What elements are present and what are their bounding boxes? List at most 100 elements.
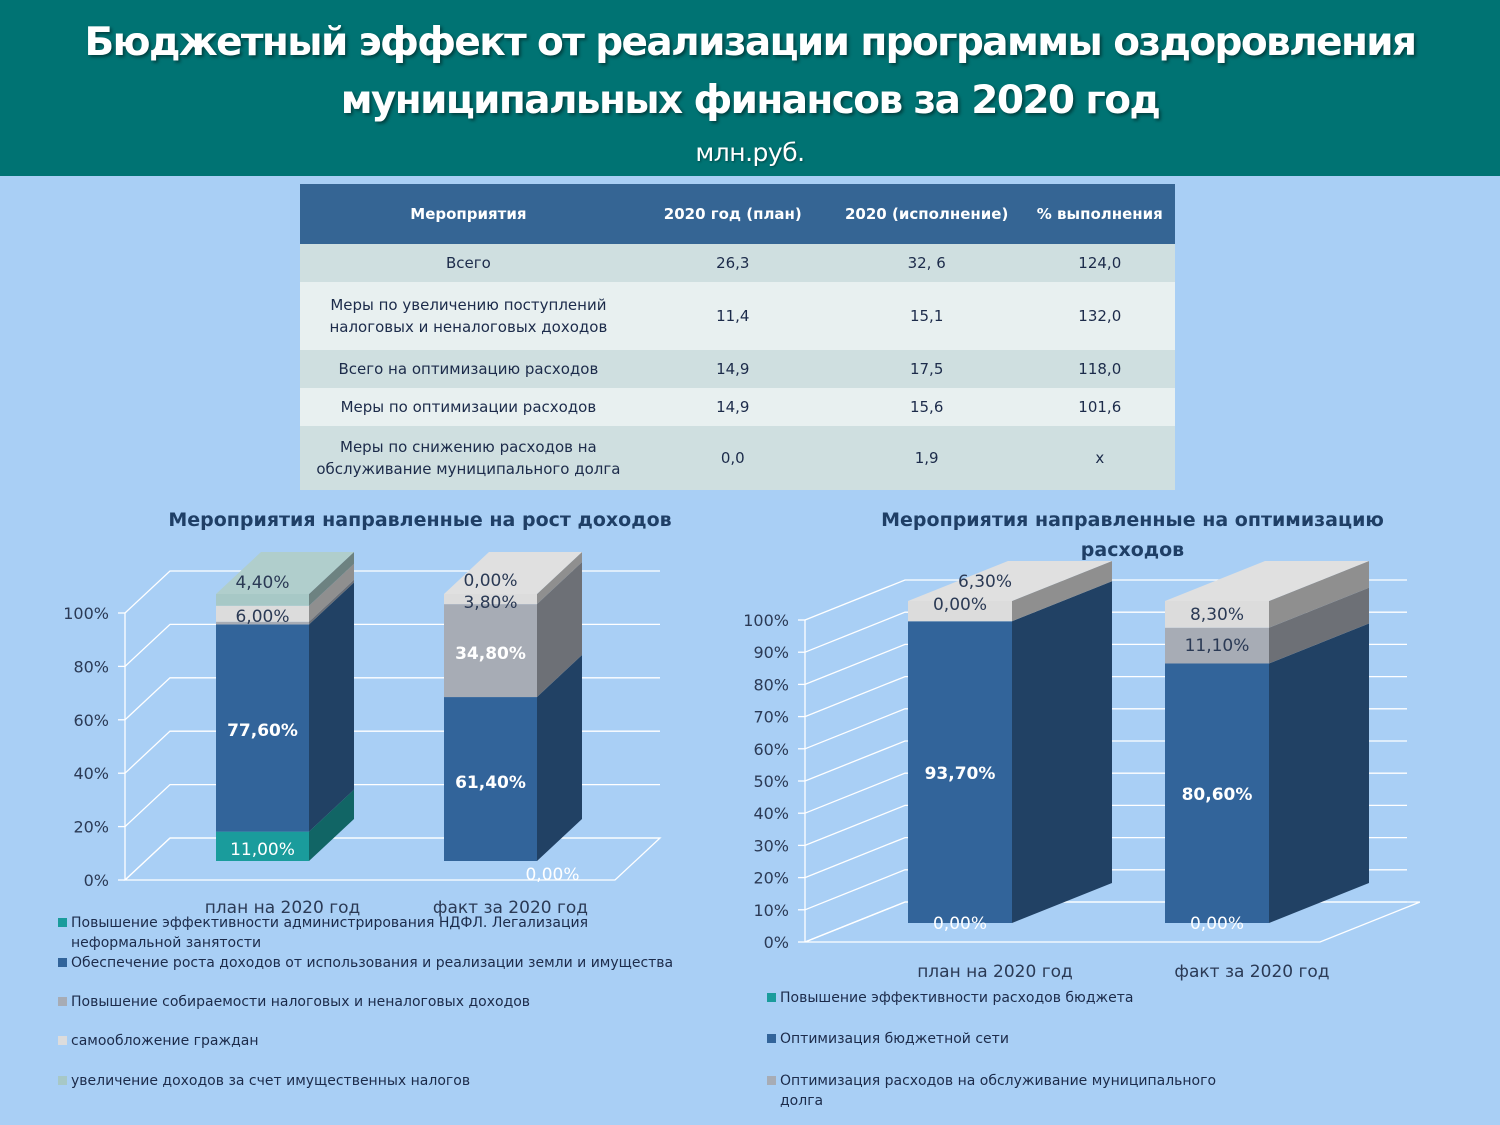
legend-label: самообложение граждан [71, 1033, 259, 1049]
bar-segment-front [216, 594, 309, 606]
data-label: 0,00% [1190, 914, 1244, 934]
legend-item: Повышение эффективности расходов бюджета [767, 988, 1237, 1008]
bar-segment-front [444, 697, 537, 861]
x-category-label: план на 2020 год [917, 962, 1073, 982]
y-tick-label: 30% [753, 836, 789, 855]
chart-title-revenue: Мероприятия направленные на рост доходов [168, 509, 672, 531]
y-tick-label: 0% [764, 933, 789, 952]
table-row: Меры по оптимизации расходов 14,9 15,6 1… [300, 388, 1175, 426]
bar-top [444, 552, 582, 594]
y-tick-label: 40% [73, 764, 109, 783]
bar-segment-side [1012, 581, 1112, 923]
col-header-measures: Мероприятия [300, 184, 637, 244]
chart-floor [804, 901, 1420, 943]
bar-segment-front [216, 624, 309, 832]
y-tick-label: 10% [753, 901, 789, 920]
chart-floor [123, 837, 662, 881]
data-label: 6,00% [235, 607, 289, 627]
data-label: 0,00% [933, 914, 987, 934]
expenses-chart: 0% 10% 20% 30% 40% 50% 60% 70% 80% 90% 100% 0,00% 93… [743, 561, 1420, 982]
bar-segment-side [309, 789, 354, 861]
table-cell: Всего на оптимизацию расходов [300, 350, 637, 388]
bar-segment-side [309, 563, 354, 622]
table-cell: 14,9 [636, 388, 829, 426]
bar-segment-front [444, 594, 537, 605]
y-tick-label: 100% [63, 604, 109, 623]
data-label: 3,80% [463, 593, 517, 613]
legend-swatch [58, 918, 67, 927]
table-row: Меры по увеличению поступлений налоговых… [300, 282, 1175, 350]
y-tick-label: 80% [73, 657, 109, 676]
legend-item: самообложение граждан [58, 1031, 618, 1051]
table-cell: 118,0 [1024, 350, 1175, 388]
legend-item: Оптимизация бюджетной сети [767, 1029, 1237, 1049]
legend-swatch [767, 1034, 776, 1043]
legend-item: Оптимизация расходов на обслуживание мун… [767, 1071, 1237, 1111]
legend-label: Повышение эффективности расходов бюджета [780, 990, 1134, 1006]
legend-swatch [767, 1076, 776, 1085]
legend-swatch [58, 997, 67, 1006]
table-cell: 132,0 [1024, 282, 1175, 350]
data-label: 93,70% [925, 764, 996, 784]
bar-segment-front [216, 605, 309, 622]
units-label: млн.руб. [695, 138, 805, 167]
data-label: 34,80% [455, 644, 526, 664]
bar-segment-side [1269, 623, 1369, 923]
table-cell: 1,9 [828, 426, 1025, 490]
table-cell: Всего [300, 244, 637, 282]
table-cell: 11,4 [636, 282, 829, 350]
bar-segment-side [537, 562, 582, 698]
gridline [124, 837, 660, 881]
table-row: Всего на оптимизацию расходов 14,9 17,5 … [300, 350, 1175, 388]
table-cell: Меры по увеличению поступлений налоговых… [300, 282, 637, 350]
y-tick-label: 20% [73, 818, 109, 837]
y-tick-label: 70% [753, 708, 789, 727]
legend-label: Повышение эффективности администрировани… [71, 915, 589, 951]
bar-segment-side [537, 552, 582, 605]
x-category-label: факт за 2020 год [433, 898, 588, 918]
bar-top [908, 561, 1112, 601]
bar-segment-side [537, 655, 582, 861]
legend-item: Обеспечение роста доходов от использован… [58, 953, 698, 973]
y-tick-label: 50% [753, 772, 789, 791]
bar-segment-front [908, 621, 1012, 923]
legend-label: Обеспечение роста доходов от использован… [71, 955, 674, 971]
bar-segment-side [1269, 587, 1369, 664]
bar-segment-front [216, 621, 309, 625]
chart-title-expenses: Мероприятия направленные на оптимизацию … [881, 509, 1384, 561]
page-title: Бюджетный эффект от реализации программы… [0, 14, 1500, 130]
data-label: 80,60% [1182, 785, 1253, 805]
budget-table: Мероприятия 2020 год (план) 2020 (исполн… [300, 184, 1175, 490]
legend-label: Оптимизация бюджетной сети [780, 1031, 1009, 1047]
table-header-row: Мероприятия 2020 год (план) 2020 (исполн… [300, 184, 1175, 244]
table-cell: 15,1 [828, 282, 1025, 350]
data-label: 61,40% [455, 773, 526, 793]
data-label: 0,00% [525, 865, 579, 885]
bar-segment-front [216, 831, 309, 861]
bar-segment-side [1012, 561, 1112, 622]
x-category-label: факт за 2020 год [1174, 962, 1329, 982]
data-label: 11,10% [1185, 636, 1250, 656]
table-cell: Меры по оптимизации расходов [300, 388, 637, 426]
bar-segment-front [1165, 627, 1269, 664]
legend-swatch [767, 993, 776, 1002]
gridline [804, 901, 1407, 943]
revenue-chart: 0% 20% 40% 60% 80% 100% 11,00% 77,60% 6,00% 4,40%… [63, 552, 662, 918]
legend-swatch [58, 1036, 67, 1045]
legend-label: Оптимизация расходов на обслуживание мун… [780, 1073, 1217, 1109]
bar-segment-front [1165, 601, 1269, 628]
table-cell: 15,6 [828, 388, 1025, 426]
col-header-percent: % выполнения [1024, 184, 1175, 244]
table-cell: Меры по снижению расходов на обслуживани… [300, 426, 637, 490]
title-line-2: муниципальных финансов за 2020 год [340, 78, 1161, 123]
x-category-label: план на 2020 год [205, 898, 361, 918]
col-header-plan: 2020 год (план) [636, 184, 829, 244]
legend-label: Повышение собираемости налоговых и ненал… [71, 994, 531, 1010]
y-tick-label: 80% [753, 675, 789, 694]
y-tick-label: 20% [753, 869, 789, 888]
table-cell: 26,3 [636, 244, 829, 282]
col-header-actual: 2020 (исполнение) [828, 184, 1025, 244]
bar-segment-side [1269, 561, 1369, 628]
table-cell: 14,9 [636, 350, 829, 388]
legend-item: Повышение эффективности администрировани… [58, 913, 618, 953]
